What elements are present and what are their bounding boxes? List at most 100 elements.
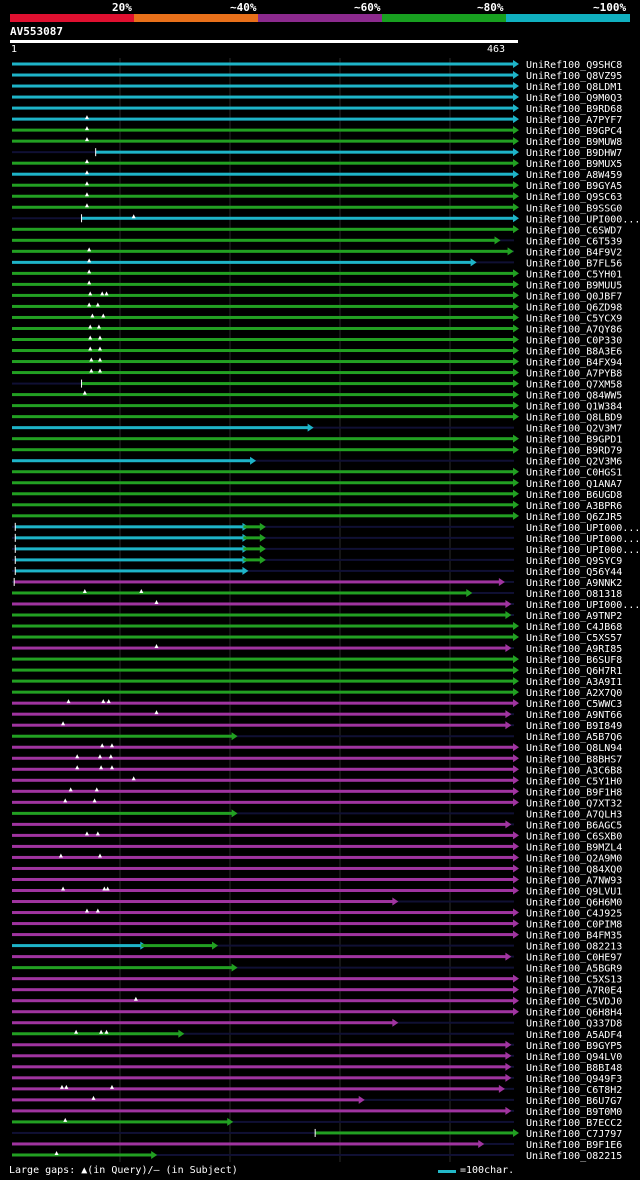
query-gap-marker <box>75 754 80 759</box>
alignment-bar <box>12 249 509 253</box>
hit-label: UniRef100_UPI000... <box>526 534 640 545</box>
alignment-end-arrow <box>505 1062 512 1071</box>
alignment-bar <box>12 811 233 815</box>
alignment-extension-arrow <box>259 522 266 531</box>
alignment-end-arrow <box>513 412 519 421</box>
hit-label: UniRef100_B6SUF8 <box>526 655 622 666</box>
alignment-bar <box>12 657 514 661</box>
alignment-bar <box>15 569 244 573</box>
alignment-bar <box>12 800 514 804</box>
hit-label: UniRef100_C6SXB0 <box>526 831 622 842</box>
hit-label: UniRef100_C5YH01 <box>526 269 622 280</box>
hit-label: UniRef100_C0PIM8 <box>526 920 622 931</box>
query-gap-marker <box>88 346 93 351</box>
hit-label: UniRef100_Q56Y44 <box>526 567 622 578</box>
hit-label: UniRef100_C5WWC3 <box>526 699 622 710</box>
alignment-end-arrow <box>358 1095 365 1104</box>
alignment-bar <box>12 900 394 904</box>
alignment-end-arrow <box>513 203 519 212</box>
hit-label: UniRef100_A7NW93 <box>526 875 622 886</box>
scale-label: =100char. <box>460 1165 515 1176</box>
hit-label: UniRef100_UPI000... <box>526 523 640 534</box>
alignment-end-arrow <box>513 633 519 642</box>
hit-label: UniRef100_Q7XT32 <box>526 798 622 809</box>
alignment-end-arrow <box>513 324 519 333</box>
hit-label: UniRef100_C0P330 <box>526 336 622 347</box>
alignment-end-arrow <box>507 247 514 256</box>
alignment-extension-arrow <box>259 544 266 553</box>
alignment-end-arrow <box>505 952 512 961</box>
alignment-end-arrow <box>513 60 519 68</box>
hit-label: UniRef100_B9T0M0 <box>526 1107 622 1118</box>
hit-label: UniRef100_A9NT66 <box>526 710 622 721</box>
unaligned-track <box>12 812 514 815</box>
alignment-end-arrow <box>392 1018 399 1027</box>
alignment-bar <box>81 216 514 220</box>
alignment-end-arrow <box>513 137 519 146</box>
alignment-end-arrow <box>151 1150 158 1159</box>
alignment-bar <box>15 547 244 551</box>
alignment-end-arrow <box>513 853 519 862</box>
alignment-bar <box>12 404 514 408</box>
query-ruler <box>10 40 518 43</box>
query-gap-marker <box>89 357 94 362</box>
hit-label: UniRef100_A7QLH3 <box>526 809 622 820</box>
hit-label: UniRef100_UPI000... <box>526 545 640 556</box>
alignment-bar <box>12 789 514 793</box>
alignment-bar <box>12 591 468 595</box>
unaligned-track <box>12 966 514 969</box>
query-gap-marker <box>101 313 106 318</box>
query-gap-marker <box>75 765 80 770</box>
alignment-bar <box>12 194 514 198</box>
hit-label: UniRef100_B9I849 <box>526 721 622 732</box>
alignment-end-arrow <box>513 302 519 311</box>
query-gap-marker <box>104 1029 109 1034</box>
query-gap-marker <box>133 996 138 1001</box>
alignment-end-arrow <box>513 181 519 190</box>
alignment-end-arrow <box>513 225 519 234</box>
hit-label: UniRef100_A5ADF4 <box>526 1030 622 1041</box>
alignment-end-arrow <box>513 401 519 410</box>
unaligned-track <box>12 1131 514 1134</box>
query-gap-marker <box>101 699 106 704</box>
alignment-bar <box>12 360 514 364</box>
query-gap-marker <box>84 159 89 164</box>
alignment-bar <box>12 106 514 110</box>
alignment-end-arrow <box>505 599 512 608</box>
alignment-bar <box>12 271 514 275</box>
alignment-end-arrow <box>513 71 519 80</box>
alignment-bar <box>12 84 514 88</box>
alignment-end-arrow <box>513 170 519 179</box>
alignment-bar <box>12 117 514 121</box>
alignment-end-arrow <box>513 765 519 774</box>
alignment-bar <box>15 536 244 540</box>
query-gap-marker <box>94 787 99 792</box>
alignment-bar <box>12 349 514 353</box>
alignment-end-arrow <box>513 875 519 884</box>
alignment-end-arrow <box>250 456 257 465</box>
query-gap-marker <box>88 291 93 296</box>
alignment-end-arrow <box>513 996 519 1005</box>
hit-label: UniRef100_A7PYB8 <box>526 369 622 380</box>
hit-label: UniRef100_C6T8H2 <box>526 1085 622 1096</box>
hit-label: UniRef100_A9RI85 <box>526 644 622 655</box>
hit-label: UniRef100_Q7XM58 <box>526 380 622 391</box>
hit-label: UniRef100_C4JB68 <box>526 622 622 633</box>
alignment-end-arrow <box>505 611 512 619</box>
alignment-bar <box>12 62 514 66</box>
hit-label: UniRef100_A7R0E4 <box>526 986 622 997</box>
alignment-bar <box>12 668 514 672</box>
alignment-end-arrow <box>513 688 519 697</box>
hit-label: UniRef100_Q6H7R1 <box>526 666 622 677</box>
hit-label: UniRef100_B6AGC5 <box>526 820 622 831</box>
alignment-bar <box>12 602 507 606</box>
alignment-bar <box>12 95 514 99</box>
alignment-bar <box>12 503 514 507</box>
alignment-end-arrow <box>227 1117 234 1126</box>
query-gap-marker <box>102 886 107 891</box>
alignment-end-arrow <box>513 699 519 708</box>
query-gap-marker <box>99 1029 104 1034</box>
query-gap-marker <box>87 280 92 285</box>
query-gap-marker <box>84 203 89 208</box>
alignment-end-arrow <box>513 886 519 895</box>
